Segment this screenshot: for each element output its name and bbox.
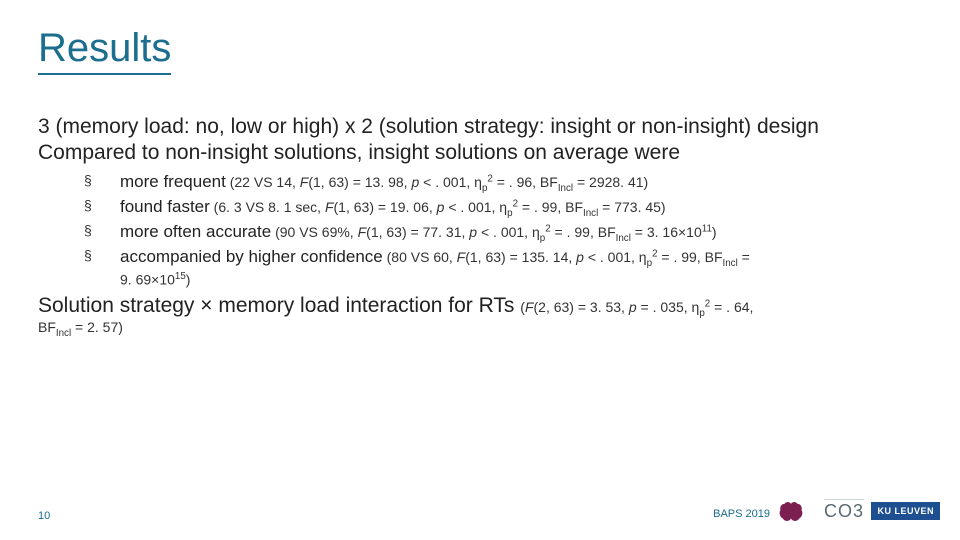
brain-icon [778, 500, 804, 524]
title-text: Results [38, 26, 171, 70]
kuleuven-logo: KU LEUVEN [871, 502, 940, 520]
co3-logo: CO3 [824, 499, 864, 522]
bullet-stats: (22 VS 14, F(1, 63) = 13. 98, p < . 001,… [230, 174, 648, 190]
interaction-stats: (F(2, 63) = 3. 53, p = . 035, ηp2 = . 64… [520, 299, 753, 315]
bullet-stats: (6. 3 VS 8. 1 sec, F(1, 63) = 19. 06, p … [214, 199, 666, 215]
bullet-item: more often accurate (90 VS 69%, F(1, 63)… [84, 221, 922, 245]
compare-line: Compared to non-insight solutions, insig… [38, 141, 922, 165]
bullet-lead: more frequent [120, 172, 226, 191]
page-number: 10 [38, 510, 50, 522]
conference-name: BAPS 2019 [713, 508, 770, 520]
body-area: 3 (memory load: no, low or high) x 2 (so… [38, 115, 922, 338]
bullet-item: found faster (6. 3 VS 8. 1 sec, F(1, 63)… [84, 196, 922, 220]
bullet-item: more frequent (22 VS 14, F(1, 63) = 13. … [84, 171, 922, 195]
design-line: 3 (memory load: no, low or high) x 2 (so… [38, 115, 922, 139]
bullet-list: more frequent (22 VS 14, F(1, 63) = 13. … [84, 171, 922, 270]
bullet-lead: more often accurate [120, 222, 271, 241]
interaction-line: Solution strategy × memory load interact… [38, 294, 922, 319]
bullet-stats: (90 VS 69%, F(1, 63) = 77. 31, p < . 001… [275, 224, 716, 240]
bullet-stats: (80 VS 60, F(1, 63) = 135. 14, p < . 001… [387, 249, 750, 265]
footer: 10 BAPS 2019 CO3 KU LEUVEN [0, 498, 960, 522]
bullet-lead: accompanied by higher confidence [120, 247, 383, 266]
slide-title: Results [38, 26, 171, 75]
bullet-lead: found faster [120, 197, 210, 216]
interaction-carry: BFIncl = 2. 57) [38, 319, 922, 339]
bullet-item: accompanied by higher confidence (80 VS … [84, 246, 922, 270]
bullet-carry: 9. 69×1015) [120, 271, 922, 288]
